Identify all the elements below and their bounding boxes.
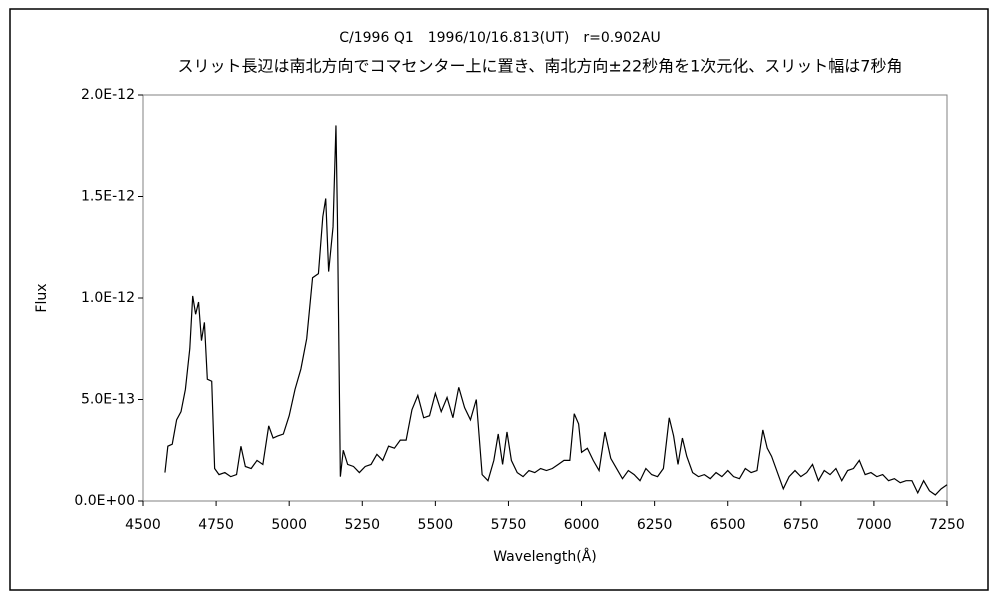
x-tick-label: 5500 — [418, 517, 454, 533]
x-axis-label: Wavelength(Å) — [493, 548, 597, 565]
plot-area — [142, 94, 948, 502]
chart-subtitle: スリット長辺は南北方向でコマセンター上に置き、南北方向±22秒角を1次元化、スリ… — [177, 57, 902, 76]
y-tick-label: 0.0E+00 — [74, 493, 135, 509]
y-tick-label: 1.0E-12 — [81, 290, 135, 306]
x-tick-label: 6250 — [637, 517, 673, 533]
spectrum-line — [164, 125, 948, 496]
x-tick-label: 6500 — [710, 517, 746, 533]
x-tick-label: 4500 — [125, 517, 161, 533]
x-tick-label: 5750 — [491, 517, 527, 533]
x-tick-label: 4750 — [198, 517, 234, 533]
y-tick-label: 2.0E-12 — [81, 87, 135, 103]
x-tick-label: 5250 — [344, 517, 380, 533]
x-tick-label: 5000 — [271, 517, 307, 533]
y-tick-label: 1.5E-12 — [81, 189, 135, 205]
x-tick-label: 6750 — [783, 517, 819, 533]
y-tick-label: 5.0E-13 — [81, 392, 135, 408]
y-axis-label: Flux — [34, 283, 50, 312]
x-tick-label: 6000 — [564, 517, 600, 533]
x-tick-label: 7000 — [856, 517, 892, 533]
chart-title: C/1996 Q1 1996/10/16.813(UT) r=0.902AU — [339, 30, 660, 46]
x-tick-label: 7250 — [929, 517, 965, 533]
